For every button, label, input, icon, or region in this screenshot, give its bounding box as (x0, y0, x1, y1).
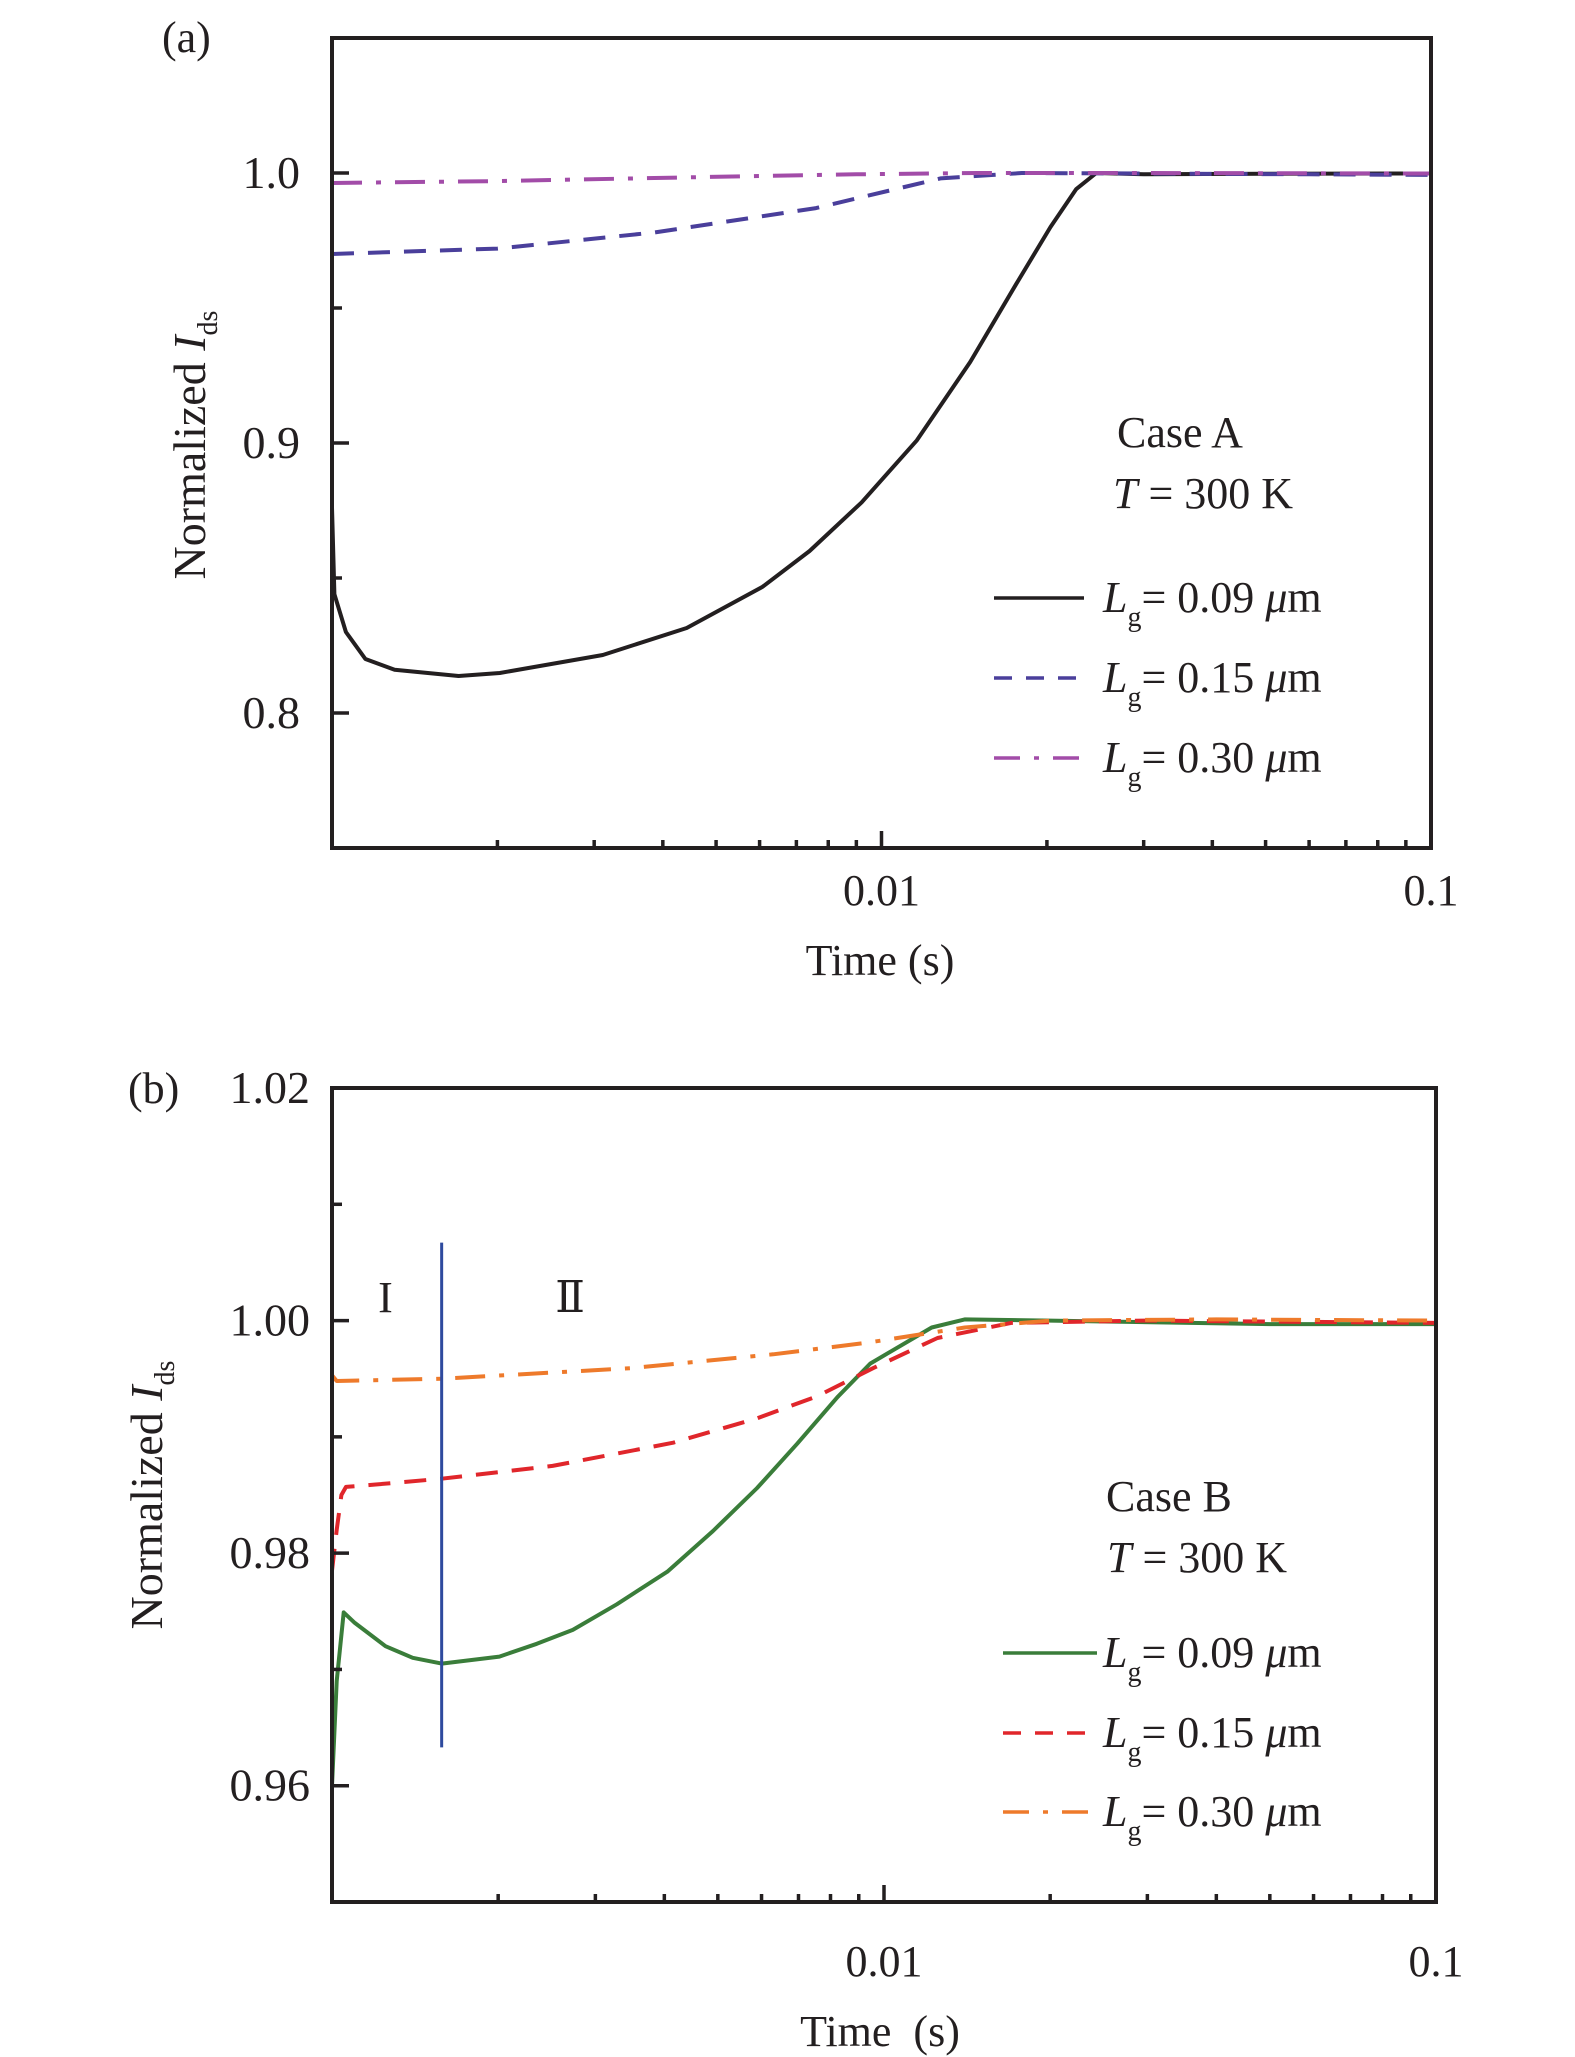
plot-frame-b (330, 1086, 1438, 1904)
temperature-label-b: T = 300 K (1107, 1533, 1287, 1582)
legend-value: = 0.15 (1141, 1708, 1265, 1757)
y-axis-label-subscript-a: ds (193, 311, 224, 336)
panel-label-a: (a) (162, 13, 211, 62)
legend-mu: μ (1264, 573, 1287, 622)
legend-subscript: g (1127, 1816, 1141, 1847)
legend-label: Lg= 0.09 μm (1102, 1628, 1322, 1688)
legend-symbol: L (1102, 1708, 1127, 1757)
legend-symbol: L (1102, 733, 1127, 782)
legend-item: Lg= 0.15 μm (1003, 1708, 1322, 1768)
legend-label: Lg= 0.30 μm (1102, 1787, 1322, 1847)
plot-frame-a (330, 36, 1433, 850)
ticks-b (332, 1086, 1413, 1902)
legend-mu: μ (1264, 1787, 1287, 1836)
y-axis-label-main-a: Normalized (164, 351, 215, 580)
y-axis-label-b: Normalized Ids (121, 1361, 181, 1630)
panel-a: (a) 1.0 0.9 0.8 0.01 0.1 Time (s) Normalize… (162, 13, 1459, 985)
legend-symbol: L (1102, 1787, 1127, 1836)
y-tick-labels-a: 1.0 0.9 0.8 (243, 147, 301, 738)
y-tick-label: 0.9 (243, 417, 301, 468)
temperature-symbol-b: T (1107, 1533, 1135, 1582)
legend-item: Lg= 0.30 μm (994, 733, 1322, 793)
y-tick-label: 1.02 (230, 1062, 311, 1113)
x-tick-label: 0.1 (1404, 866, 1459, 915)
y-tick-label: 1.0 (243, 147, 301, 198)
legend-symbol: L (1102, 1628, 1127, 1677)
case-label-b: Case B (1106, 1472, 1232, 1521)
series-group-a (330, 171, 1432, 678)
legend-value: = 0.09 (1141, 573, 1265, 622)
legend-mu: μ (1264, 653, 1287, 702)
legend-mu: μ (1264, 1708, 1287, 1757)
y-axis-label-symbol-a: I (164, 333, 215, 352)
legend-value: = 0.15 (1141, 653, 1265, 702)
legend-item: Lg= 0.30 μm (1003, 1787, 1322, 1847)
legend-item: Lg= 0.09 μm (1003, 1628, 1322, 1688)
series-group-b (330, 1317, 1437, 1786)
y-tick-label: 0.98 (230, 1527, 311, 1578)
legend-unit: m (1287, 1787, 1321, 1836)
x-tick-label: 0.01 (843, 866, 920, 915)
y-tick-label: 0.8 (243, 687, 301, 738)
series-line-dashdot-a (331, 171, 1432, 185)
legend-unit: m (1287, 573, 1321, 622)
legend-value: = 0.30 (1141, 1787, 1265, 1836)
legend-subscript: g (1127, 682, 1141, 713)
temperature-value-a: = 300 K (1137, 469, 1293, 518)
legend-subscript: g (1127, 762, 1141, 793)
y-axis-label-main-b: Normalized (121, 1401, 172, 1630)
x-tick-label: 0.1 (1409, 1937, 1464, 1986)
series-line-dashed-a (331, 171, 1432, 256)
legend-value: = 0.09 (1141, 1628, 1265, 1677)
legend-symbol: L (1102, 573, 1127, 622)
y-axis-label-subscript-b: ds (150, 1361, 181, 1386)
legend-subscript: g (1127, 1657, 1141, 1688)
y-tick-labels-b: 1.02 1.00 0.98 0.96 (230, 1062, 311, 1811)
legend-symbol: L (1102, 653, 1127, 702)
y-axis-label-a: Normalized Ids (164, 311, 224, 580)
legend-unit: m (1287, 1708, 1321, 1757)
legend-mu: μ (1264, 733, 1287, 782)
legend-unit: m (1287, 733, 1321, 782)
legend-value: = 0.30 (1141, 733, 1265, 782)
temperature-value-b: = 300 K (1131, 1533, 1287, 1582)
legend-subscript: g (1127, 1737, 1141, 1768)
ticks-a (332, 171, 1408, 848)
legend-mu: μ (1264, 1628, 1287, 1677)
series-line-dashdot-b (330, 1317, 1437, 1383)
legend-label: Lg= 0.09 μm (1102, 573, 1322, 633)
legend-label: Lg= 0.15 μm (1102, 1708, 1322, 1768)
panel-label-b: (b) (128, 1064, 179, 1113)
legend-label: Lg= 0.30 μm (1102, 733, 1322, 793)
legend-item: Lg= 0.15 μm (994, 653, 1322, 713)
legend-unit: m (1287, 653, 1321, 702)
x-tick-label: 0.01 (846, 1937, 923, 1986)
legend-unit: m (1287, 1628, 1321, 1677)
region-label: Ⅱ (555, 1273, 585, 1322)
x-tick-labels-a: 0.01 0.1 (843, 866, 1459, 915)
series-line-solid-b (330, 1317, 1436, 1786)
x-tick-labels-b: 0.01 0.1 (846, 1937, 1464, 1986)
x-axis-label-b: Time (s) (800, 2007, 960, 2056)
region-label: I (378, 1273, 393, 1322)
y-axis-label-symbol-b: I (121, 1383, 172, 1402)
temperature-symbol-a: T (1113, 469, 1141, 518)
series-line-solid-a (330, 171, 1432, 678)
legend-item: Lg= 0.09 μm (994, 573, 1322, 633)
x-axis-label-a: Time (s) (806, 936, 955, 985)
case-label-a: Case A (1117, 408, 1243, 457)
y-tick-label: 0.96 (230, 1760, 311, 1811)
legend-label: Lg= 0.15 μm (1102, 653, 1322, 713)
y-tick-label: 1.00 (230, 1295, 311, 1346)
series-line-dashed-b (330, 1318, 1437, 1571)
temperature-label-a: T = 300 K (1113, 469, 1293, 518)
legend-subscript: g (1127, 602, 1141, 633)
